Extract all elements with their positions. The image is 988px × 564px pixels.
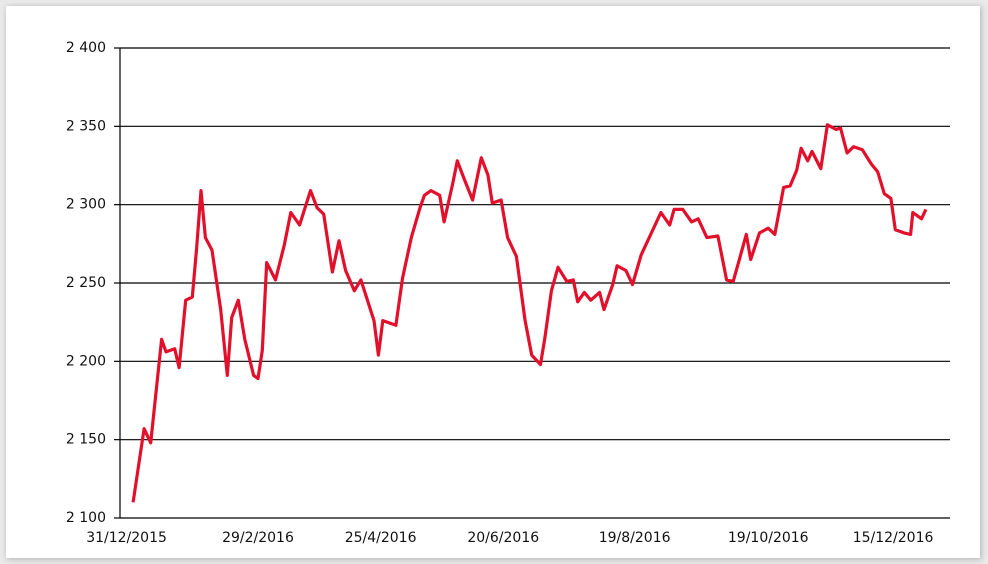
panel <box>6 6 980 558</box>
y-tick-label: 2 200 <box>66 353 106 369</box>
y-tick-label: 2 150 <box>66 432 106 448</box>
x-tick-label: 19/8/2016 <box>599 530 671 546</box>
y-tick-label: 2 350 <box>66 118 106 134</box>
x-tick-label: 31/12/2015 <box>86 530 167 546</box>
y-tick-label: 2 250 <box>66 275 106 291</box>
x-tick-label: 20/6/2016 <box>467 530 539 546</box>
x-tick-label: 25/4/2016 <box>345 530 417 546</box>
x-tick-label: 19/10/2016 <box>728 530 809 546</box>
data-line <box>131 123 928 503</box>
y-tick-label: 2 400 <box>66 40 106 56</box>
y-tick-label: 2 100 <box>66 510 106 526</box>
y-tick-label: 2 300 <box>66 197 106 213</box>
x-tick-label: 29/2/2016 <box>222 530 294 546</box>
x-tick-label: 15/12/2016 <box>853 530 934 546</box>
